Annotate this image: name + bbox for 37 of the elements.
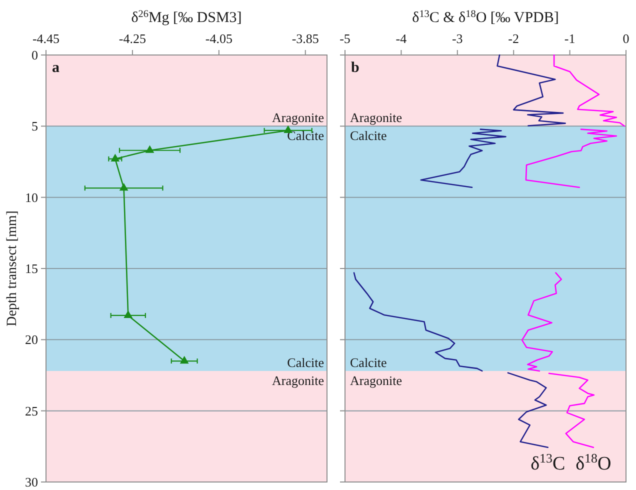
y-tick-label: 0 xyxy=(32,48,38,63)
point xyxy=(145,145,154,153)
point xyxy=(119,182,128,191)
x-tick-label: -4.05 xyxy=(205,31,232,46)
x-tick-label: -2 xyxy=(508,31,520,46)
x-tick-label: -3 xyxy=(452,31,463,46)
y-tick-label: 15 xyxy=(25,261,38,276)
x-tick-label: -5 xyxy=(340,31,350,46)
x-tick-label: -4.45 xyxy=(32,31,60,46)
point xyxy=(124,310,133,318)
y-axis-title: Depth transect [mm] xyxy=(5,210,20,326)
y-tick-label: 20 xyxy=(25,332,38,348)
y-tick-label: 5 xyxy=(32,118,38,134)
series-label: δ$^{13}$C xyxy=(530,450,566,474)
x-tick-label: -1 xyxy=(564,31,576,46)
band-label: Aragonite xyxy=(272,110,324,126)
band-label: Calcite xyxy=(287,354,324,370)
band-label: Calcite xyxy=(350,354,388,370)
band-label: Aragonite xyxy=(272,372,324,388)
x-tick-label: -3.85 xyxy=(292,31,319,46)
series-label: δ$^{18}$O xyxy=(576,450,612,474)
y-tick-label: 30 xyxy=(25,474,38,490)
x-axis-title: δ$^{13}$C & δ$^{18}$O [‰ VPDB] xyxy=(412,8,559,26)
band-label: Aragonite xyxy=(350,110,402,126)
y-tick-label: 10 xyxy=(25,190,38,205)
y-tick-label: 25 xyxy=(25,403,38,418)
band-label: Aragonite xyxy=(350,372,402,388)
point xyxy=(180,356,189,364)
x-tick-label: -4.25 xyxy=(118,31,146,46)
x-tick-label: -4 xyxy=(396,31,408,46)
text: Calcite xyxy=(350,128,387,144)
x-axis-title: δ$^{26}$Mg [‰ DSM3] xyxy=(131,8,242,26)
annotation: b xyxy=(351,60,360,76)
x-tick-label: 0 xyxy=(622,31,630,46)
point xyxy=(110,154,120,162)
text: Calcite xyxy=(287,128,324,144)
annotation: a xyxy=(52,60,60,76)
